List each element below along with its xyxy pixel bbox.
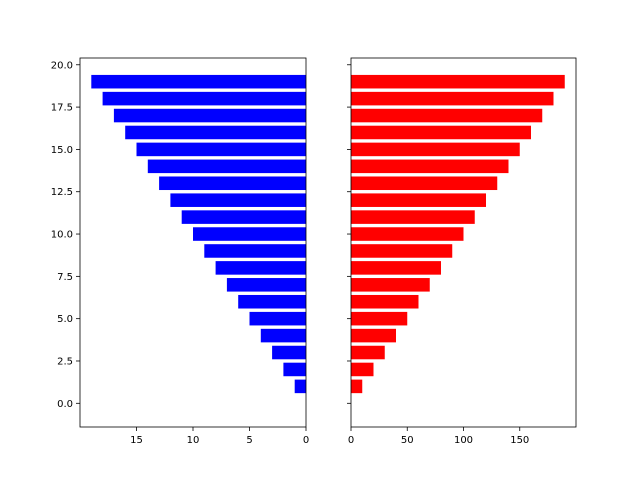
left-bar-3: [272, 345, 306, 360]
left-bar-9: [204, 244, 306, 258]
right-xtick-label-50: 50: [401, 435, 414, 446]
left-bar-4: [260, 328, 306, 343]
left-bar-16: [125, 125, 306, 140]
left-ytick-label-10: 10.0: [51, 230, 73, 241]
left-bar-19: [91, 74, 306, 89]
left-bar-2: [283, 362, 306, 377]
right-bar-10: [351, 227, 464, 241]
left-bar-13: [159, 176, 306, 191]
right-axes: 0 50 100 150: [347, 57, 577, 446]
right-bar-18: [351, 91, 554, 106]
right-bar-5: [351, 311, 408, 326]
left-ytick-label-2.5: 2.5: [57, 356, 73, 367]
right-bar-13: [351, 176, 498, 191]
left-bar-12: [170, 193, 306, 207]
left-bar-18: [102, 91, 306, 106]
left-xtick-label-0: 0: [303, 435, 309, 446]
left-bar-17: [113, 108, 307, 123]
right-xtick-label-150: 150: [510, 435, 529, 446]
right-xtick-label-0: 0: [348, 435, 354, 446]
right-xtick-label-100: 100: [454, 435, 473, 446]
right-bar-7: [351, 278, 430, 292]
left-ytick-label-17.5: 17.5: [51, 103, 73, 114]
right-bar-4: [351, 328, 396, 343]
left-ytick-label-12.5: 12.5: [51, 187, 73, 198]
left-xtick-label-10: 10: [187, 435, 200, 446]
right-bar-16: [351, 125, 531, 140]
right-bar-1: [351, 379, 363, 394]
right-bar-15: [351, 142, 520, 157]
left-axes: 0 5 10 15 0.0 2.5 5.0 7.5 10.0 12.5 15.0 17.5 20.0: [51, 57, 309, 446]
left-bar-10: [193, 227, 306, 241]
right-bar-2: [351, 362, 374, 377]
left-bar-11: [181, 210, 306, 224]
left-bar-1: [294, 379, 306, 394]
left-ytick-label-7.5: 7.5: [57, 272, 73, 283]
left-bar-6: [238, 294, 306, 309]
left-bar-8: [215, 261, 306, 275]
right-bar-8: [351, 261, 441, 275]
right-bar-12: [351, 193, 486, 207]
left-bar-15: [136, 142, 306, 157]
left-ytick-label-15: 15.0: [51, 145, 73, 156]
left-xtick-label-5: 5: [246, 435, 252, 446]
right-bar-19: [351, 74, 565, 89]
right-bar-3: [351, 345, 385, 360]
right-bar-14: [351, 159, 509, 174]
left-xtick-label-15: 15: [130, 435, 143, 446]
left-bar-7: [226, 278, 306, 292]
right-bar-11: [351, 210, 475, 224]
left-ytick-label-0: 0.0: [57, 399, 73, 410]
left-ytick-label-5: 5.0: [57, 314, 73, 325]
left-ytick-label-20: 20.0: [51, 60, 73, 71]
right-bar-6: [351, 294, 419, 309]
left-bar-5: [249, 311, 306, 326]
left-bar-14: [147, 159, 306, 174]
right-bar-17: [351, 108, 543, 123]
right-bar-9: [351, 244, 453, 258]
